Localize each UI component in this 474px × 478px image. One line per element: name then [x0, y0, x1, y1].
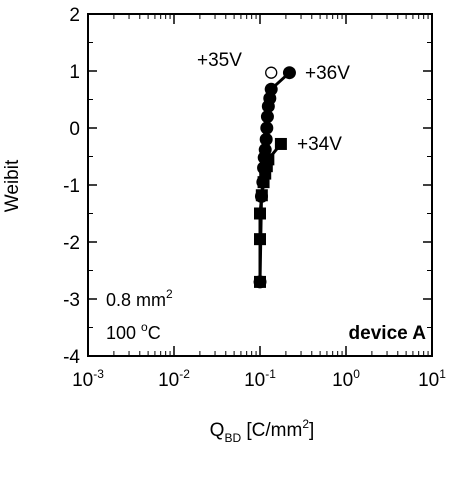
circle-marker [253, 275, 267, 289]
y-tick-label: -3 [63, 290, 80, 311]
y-tick-label: -4 [63, 347, 80, 368]
circle-marker [260, 121, 274, 135]
temperature-annotation: 100 oC [106, 320, 161, 343]
series-markers [253, 66, 296, 289]
open-circle-marker [265, 66, 278, 79]
y-tick-label: 0 [69, 119, 80, 140]
y-tick-label: 2 [69, 5, 80, 26]
y-axis-label: Weibit [2, 159, 23, 212]
y-tick-label: -1 [63, 176, 80, 197]
x-tick-label: 10-2 [158, 367, 190, 391]
series-label-36v: +36V [305, 63, 350, 84]
circle-marker [257, 161, 271, 175]
square-marker [274, 137, 287, 150]
device-annotation: device A [349, 323, 427, 344]
circle-marker [264, 82, 278, 96]
x-tick-label: 101 [418, 367, 446, 391]
circle-marker [260, 110, 274, 124]
circle-marker [258, 143, 272, 157]
square-marker [254, 233, 266, 246]
y-tick-label: -2 [63, 233, 80, 254]
x-tick-label: 10-3 [72, 367, 104, 391]
series-label-35v: +35V [197, 50, 242, 71]
x-tick-label: 10-1 [244, 367, 276, 391]
circle-marker [282, 66, 296, 80]
x-axis-label: QBD [C/mm2] [210, 417, 315, 445]
circle-marker [256, 175, 270, 189]
series-label-34v: +34V [297, 134, 342, 155]
circle-marker [254, 189, 268, 203]
square-marker [254, 207, 266, 220]
x-tick-label: 100 [332, 367, 360, 391]
circle-marker [259, 132, 273, 146]
y-tick-label: 1 [69, 62, 80, 83]
area-annotation: 0.8 mm2 [106, 287, 173, 310]
axes: 210-1-2-3-410-3 10-2 10-1 100 101 [63, 5, 446, 391]
